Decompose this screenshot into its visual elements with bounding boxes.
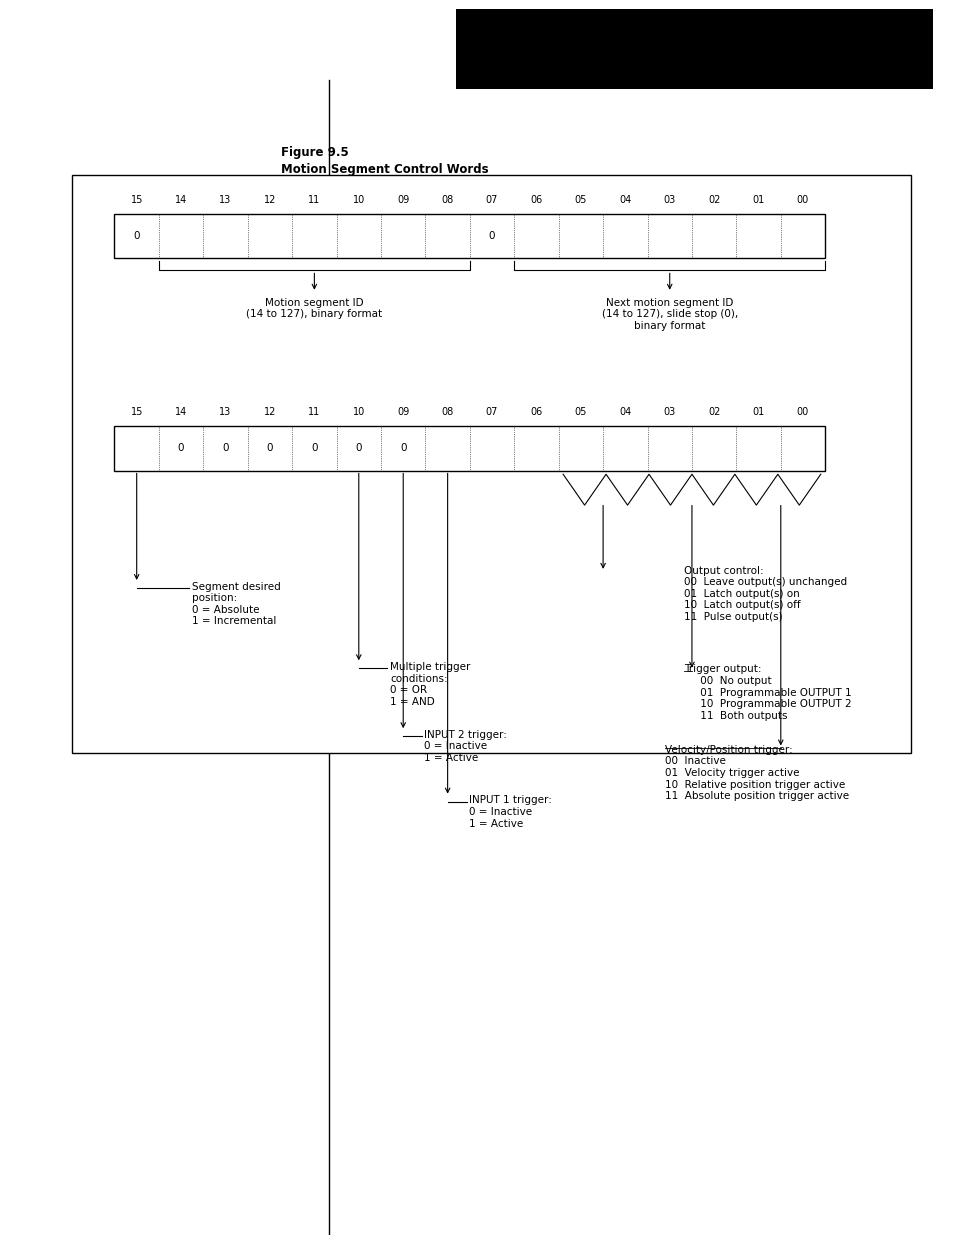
Text: Advanced Features: Advanced Features — [470, 63, 602, 77]
Text: Chapter 9: Chapter 9 — [470, 31, 554, 46]
Bar — [71, 175, 910, 753]
Text: 09: 09 — [396, 195, 409, 205]
Text: Figure 9.5: Figure 9.5 — [281, 146, 349, 159]
Text: 0: 0 — [133, 231, 140, 241]
Text: 12: 12 — [263, 408, 275, 417]
Text: 14: 14 — [174, 195, 187, 205]
Text: 11: 11 — [308, 408, 320, 417]
Text: INPUT 2 trigger:
0 = Inactive
1 = Active: INPUT 2 trigger: 0 = Inactive 1 = Active — [424, 730, 507, 763]
Text: 07: 07 — [485, 408, 497, 417]
Text: Motion segment ID
(14 to 127), binary format: Motion segment ID (14 to 127), binary fo… — [246, 298, 382, 319]
Text: 11: 11 — [308, 195, 320, 205]
Text: 0: 0 — [177, 443, 184, 453]
Text: 05: 05 — [574, 195, 586, 205]
Bar — [456, 9, 932, 89]
Text: 15: 15 — [131, 195, 143, 205]
Text: INPUT 1 trigger:
0 = Inactive
1 = Active: INPUT 1 trigger: 0 = Inactive 1 = Active — [468, 795, 551, 829]
Text: 08: 08 — [441, 408, 454, 417]
Text: Multiple trigger
conditions:
0 = OR
1 = AND: Multiple trigger conditions: 0 = OR 1 = … — [390, 662, 470, 706]
Text: 03: 03 — [663, 195, 675, 205]
Text: 13: 13 — [219, 408, 232, 417]
Text: 08: 08 — [441, 195, 454, 205]
Text: 10: 10 — [353, 195, 365, 205]
Text: 13: 13 — [219, 195, 232, 205]
Text: 02: 02 — [707, 195, 720, 205]
Text: Segment desired
position:
0 = Absolute
1 = Incremental: Segment desired position: 0 = Absolute 1… — [192, 582, 280, 626]
Text: Motion Segment Control Words: Motion Segment Control Words — [281, 163, 489, 177]
Text: 01: 01 — [752, 195, 764, 205]
Text: 00: 00 — [796, 195, 808, 205]
Text: 14: 14 — [174, 408, 187, 417]
Text: 10: 10 — [353, 408, 365, 417]
Text: 06: 06 — [530, 408, 542, 417]
Text: Velocity/Position trigger:
00  Inactive
01  Velocity trigger active
10  Relative: Velocity/Position trigger: 00 Inactive 0… — [664, 745, 848, 802]
Text: 0: 0 — [488, 231, 495, 241]
Text: Next motion segment ID
(14 to 127), slide stop (0),
binary format: Next motion segment ID (14 to 127), slid… — [601, 298, 737, 331]
Bar — [114, 426, 824, 471]
Text: 0: 0 — [399, 443, 406, 453]
Text: 12: 12 — [263, 195, 275, 205]
Text: 0: 0 — [222, 443, 229, 453]
Text: 09: 09 — [396, 408, 409, 417]
Text: 00: 00 — [796, 408, 808, 417]
Text: 01: 01 — [752, 408, 764, 417]
Text: 0: 0 — [355, 443, 362, 453]
Text: 04: 04 — [618, 408, 631, 417]
Text: 06: 06 — [530, 195, 542, 205]
Text: 04: 04 — [618, 195, 631, 205]
Text: 02: 02 — [707, 408, 720, 417]
Text: 03: 03 — [663, 408, 675, 417]
Text: 07: 07 — [485, 195, 497, 205]
Bar — [114, 214, 824, 258]
Text: 0: 0 — [267, 443, 273, 453]
Text: Output control:
00  Leave output(s) unchanged
01  Latch output(s) on
10  Latch o: Output control: 00 Leave output(s) uncha… — [683, 566, 846, 622]
Text: 05: 05 — [574, 408, 586, 417]
Text: Trigger output:
     00  No output
     01  Programmable OUTPUT 1
     10  Progr: Trigger output: 00 No output 01 Programm… — [683, 664, 851, 721]
Text: 0: 0 — [311, 443, 317, 453]
Text: 15: 15 — [131, 408, 143, 417]
